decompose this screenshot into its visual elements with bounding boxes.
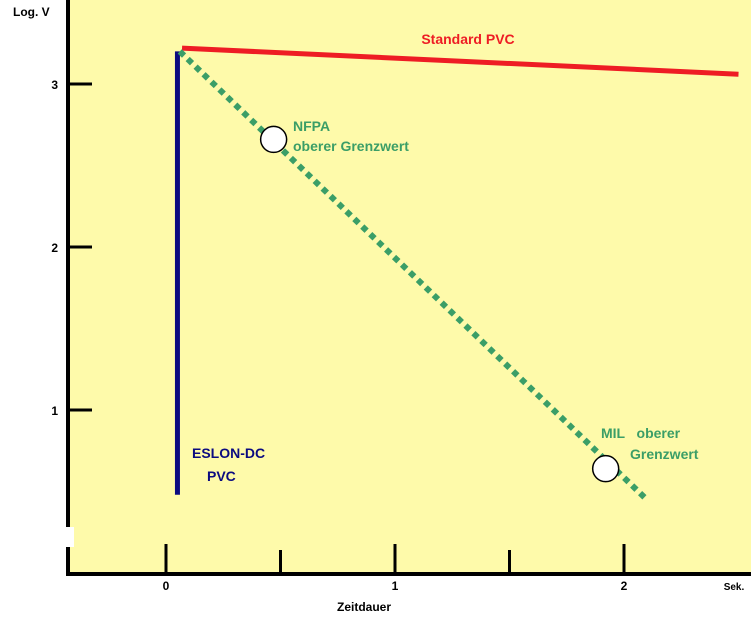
eslon-dc-label: ESLON-DC [192, 445, 265, 461]
axis-gap-mask [62, 527, 74, 547]
y-tick-label: 2 [51, 241, 58, 255]
eslon-pvc-label: PVC [207, 468, 236, 484]
x-axis-unit-label: Sek. [724, 582, 745, 593]
x-tick-label: 1 [392, 579, 399, 593]
nfpa-limit-label: oberer Grenzwert [293, 138, 409, 154]
y-axis-label: Log. V [13, 5, 50, 19]
standard-pvc-label: Standard PVC [421, 31, 514, 47]
x-axis-label: Zeitdauer [337, 600, 391, 614]
y-tick-label: 3 [51, 78, 58, 92]
x-tick-label: 2 [621, 579, 628, 593]
y-tick-label: 1 [51, 404, 58, 418]
mil-label: MIL oberer [601, 425, 681, 441]
limit-marker [261, 126, 287, 152]
nfpa-label: NFPA [293, 118, 330, 134]
limit-marker [593, 456, 619, 482]
mil-limit-label: Grenzwert [630, 446, 699, 462]
x-tick-label: 0 [163, 579, 170, 593]
plot-background [68, 0, 751, 574]
